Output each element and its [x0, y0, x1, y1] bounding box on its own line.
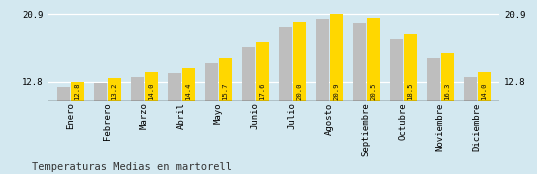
Bar — [293, 22, 306, 101]
Bar — [427, 58, 440, 101]
Text: 20.0: 20.0 — [296, 82, 302, 100]
Bar — [316, 19, 329, 101]
Bar — [404, 34, 417, 101]
Bar — [279, 27, 292, 101]
Bar — [205, 63, 218, 101]
Bar — [367, 18, 380, 101]
Text: 20.5: 20.5 — [371, 82, 376, 100]
Bar — [131, 77, 144, 101]
Bar — [353, 23, 366, 101]
Bar — [441, 53, 454, 101]
Bar — [390, 39, 403, 101]
Text: 15.7: 15.7 — [222, 82, 228, 100]
Bar — [168, 73, 181, 101]
Bar — [94, 84, 107, 101]
Text: 13.2: 13.2 — [112, 82, 118, 100]
Bar — [219, 58, 232, 101]
Text: 14.0: 14.0 — [481, 82, 487, 100]
Bar — [108, 78, 121, 101]
Text: 16.3: 16.3 — [444, 82, 451, 100]
Text: 14.4: 14.4 — [185, 82, 192, 100]
Text: Temperaturas Medias en martorell: Temperaturas Medias en martorell — [32, 162, 232, 172]
Bar — [71, 82, 84, 101]
Bar — [145, 72, 158, 101]
Bar — [464, 77, 477, 101]
Text: 12.8: 12.8 — [75, 82, 81, 100]
Bar — [478, 72, 491, 101]
Bar — [242, 47, 255, 101]
Text: 20.9: 20.9 — [333, 82, 339, 100]
Bar — [182, 68, 195, 101]
Bar — [57, 87, 70, 101]
Bar — [330, 14, 343, 101]
Bar — [256, 42, 269, 101]
Text: 14.0: 14.0 — [149, 82, 155, 100]
Text: 17.6: 17.6 — [259, 82, 265, 100]
Text: 18.5: 18.5 — [407, 82, 413, 100]
